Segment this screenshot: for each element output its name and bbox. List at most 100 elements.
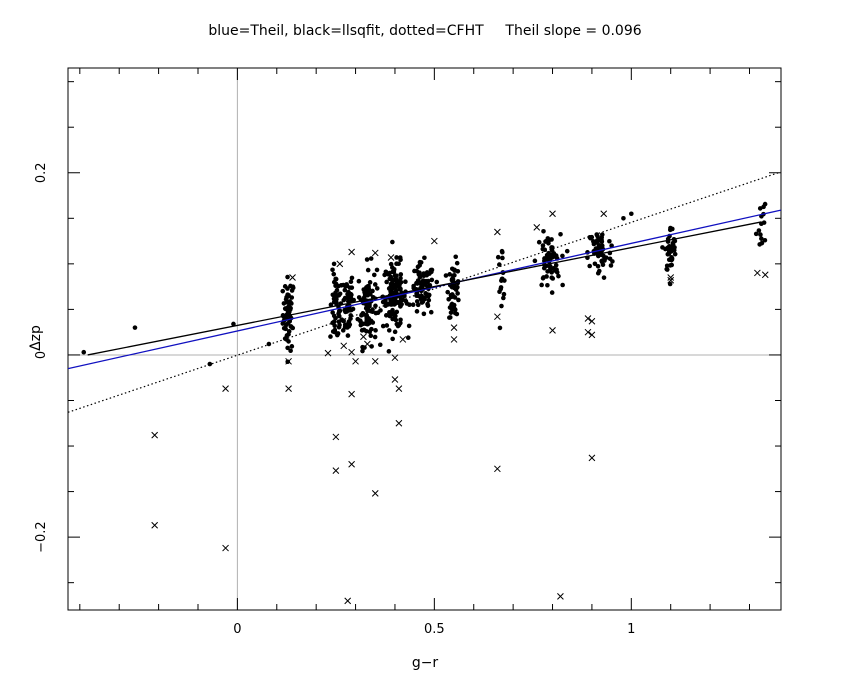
- rejected-point: [371, 357, 379, 365]
- data-point: [670, 242, 676, 247]
- data-point: [500, 255, 505, 261]
- data-point: [595, 270, 601, 276]
- data-point: [365, 306, 371, 311]
- cfht-fit-line: [68, 171, 781, 413]
- rejected-point: [549, 326, 556, 334]
- data-point: [345, 333, 351, 338]
- data-point: [539, 282, 544, 288]
- data-point: [369, 344, 374, 349]
- data-point: [391, 296, 397, 302]
- data-point: [434, 279, 440, 285]
- data-point: [415, 264, 421, 270]
- data-point: [392, 311, 397, 317]
- data-point: [403, 279, 408, 285]
- data-point: [450, 273, 456, 278]
- data-point: [384, 323, 390, 328]
- data-point: [532, 258, 538, 264]
- data-point: [665, 252, 671, 257]
- data-point: [330, 267, 335, 273]
- data-point: [757, 242, 762, 247]
- theil-slope-annotation: Theil slope = 0.096: [504, 23, 641, 39]
- data-point: [595, 263, 601, 269]
- data-point: [540, 243, 546, 248]
- data-point: [283, 322, 289, 328]
- rejected-point: [348, 460, 355, 468]
- data-point: [378, 308, 383, 313]
- data-point: [365, 284, 371, 289]
- data-point: [501, 291, 507, 297]
- data-point: [333, 281, 339, 287]
- data-point: [398, 279, 404, 285]
- data-point: [398, 257, 403, 263]
- data-point: [388, 289, 393, 294]
- data-point: [405, 335, 411, 341]
- data-point: [398, 317, 403, 323]
- data-point: [285, 274, 290, 280]
- data-point: [421, 271, 427, 276]
- data-point: [392, 329, 398, 335]
- data-point: [454, 260, 460, 266]
- data-point: [560, 282, 565, 288]
- data-point: [334, 287, 340, 293]
- data-point: [420, 297, 425, 303]
- data-point: [383, 298, 388, 303]
- data-point: [428, 309, 434, 315]
- data-point: [540, 275, 546, 281]
- rejected-point: [395, 385, 403, 392]
- data-point: [601, 275, 607, 280]
- data-point: [385, 271, 391, 277]
- data-point: [426, 297, 432, 303]
- rejected-point: [360, 333, 367, 341]
- data-point: [759, 236, 764, 241]
- data-point: [546, 252, 552, 258]
- data-point: [421, 311, 427, 317]
- data-point: [286, 329, 292, 334]
- data-point: [497, 262, 502, 267]
- data-point: [290, 284, 296, 289]
- data-point: [342, 295, 348, 301]
- data-point: [338, 283, 344, 288]
- data-point: [414, 309, 420, 314]
- rejected-point: [332, 433, 340, 441]
- data-point: [288, 348, 293, 354]
- data-point: [553, 262, 559, 268]
- data-point: [549, 290, 555, 295]
- data-point: [398, 320, 403, 326]
- data-point: [587, 263, 592, 269]
- data-point: [207, 361, 213, 367]
- data-point: [541, 229, 546, 234]
- data-point: [345, 325, 350, 330]
- data-point: [369, 326, 374, 332]
- data-point: [608, 263, 614, 268]
- data-point: [390, 336, 395, 342]
- data-point: [610, 259, 615, 264]
- data-point: [670, 226, 675, 232]
- data-point: [449, 301, 455, 307]
- data-point: [548, 256, 553, 262]
- data-point: [343, 283, 348, 289]
- data-point: [447, 315, 453, 320]
- data-point: [564, 248, 570, 254]
- data-point: [425, 303, 431, 309]
- data-point: [410, 302, 416, 308]
- data-point: [549, 270, 554, 275]
- data-point: [455, 291, 460, 296]
- data-point: [762, 237, 768, 243]
- data-point: [426, 292, 432, 298]
- data-point: [366, 316, 372, 321]
- rejected-point: [324, 349, 332, 357]
- y-tick-label: 0.2: [34, 162, 49, 183]
- data-point: [370, 288, 375, 294]
- x-axis-label: g−r: [412, 655, 439, 671]
- rejected-point: [450, 324, 458, 331]
- rejected-point: [494, 465, 501, 473]
- data-point: [398, 272, 404, 277]
- data-point: [374, 267, 380, 273]
- data-point: [387, 310, 392, 315]
- data-point: [337, 322, 342, 328]
- data-point: [560, 253, 565, 259]
- y-axis-label: Δzp: [28, 325, 44, 351]
- data-point: [443, 273, 449, 278]
- data-point: [384, 279, 389, 285]
